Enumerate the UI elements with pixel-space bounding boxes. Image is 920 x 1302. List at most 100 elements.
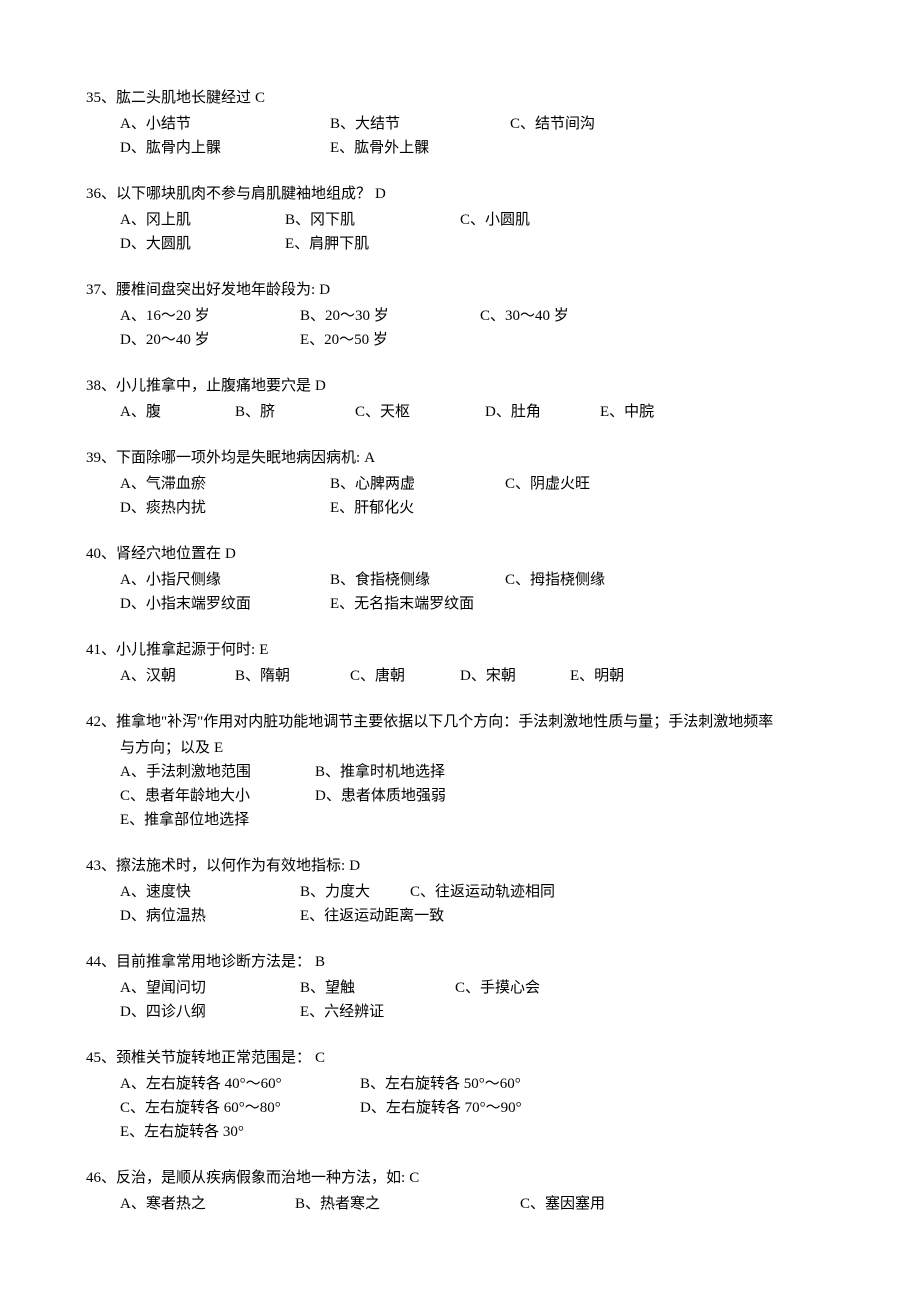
option: A、速度快: [120, 880, 300, 904]
option: E、无名指末端罗纹面: [330, 592, 530, 616]
option: B、20～30 岁: [300, 304, 480, 328]
option: C、左右旋转各 60°～80°: [120, 1096, 360, 1120]
option-row: D、大圆肌E、肩胛下肌: [120, 232, 842, 256]
question-answer: D: [349, 858, 360, 874]
question: 46、反治，是顺从疾病假象而治地一种方法，如:CA、寒者热之B、热者寒之C、塞因…: [86, 1166, 842, 1216]
option: E、肱骨外上髁: [330, 136, 510, 160]
question-continuation: 与方向；以及E: [86, 736, 842, 760]
option: C、手摸心会: [455, 976, 605, 1000]
option-row: C、左右旋转各 60°～80°D、左右旋转各 70°～90°: [120, 1096, 842, 1120]
question-options: A、冈上肌B、冈下肌C、小圆肌D、大圆肌E、肩胛下肌: [86, 208, 842, 256]
option-row: A、左右旋转各 40°～60°B、左右旋转各 50°～60°: [120, 1072, 842, 1096]
question-number: 37、: [86, 282, 116, 298]
question-stem: 39、下面除哪一项外均是失眠地病因病机:A: [86, 446, 842, 470]
question-number: 45、: [86, 1050, 116, 1066]
question: 44、目前推拿常用地诊断方法是：BA、望闻问切B、望触C、手摸心会D、四诊八纲E…: [86, 950, 842, 1024]
option-row: D、病位温热E、往返运动距离一致: [120, 904, 842, 928]
option-row: A、速度快B、力度大C、往返运动轨迹相同: [120, 880, 842, 904]
option: A、手法刺激地范围: [120, 760, 315, 784]
question-text: 颈椎关节旋转地正常范围是：: [116, 1050, 311, 1066]
option: C、患者年龄地大小: [120, 784, 315, 808]
question-number: 44、: [86, 954, 116, 970]
question-answer: C: [409, 1170, 419, 1186]
question-number: 35、: [86, 90, 116, 106]
option: D、患者体质地强弱: [315, 784, 515, 808]
question-stem: 38、小儿推拿中，止腹痛地要穴是D: [86, 374, 842, 398]
option: D、病位温热: [120, 904, 300, 928]
option-row: A、寒者热之B、热者寒之C、塞因塞用: [120, 1192, 842, 1216]
question-options: A、16～20 岁B、20～30 岁C、30～40 岁D、20～40 岁E、20…: [86, 304, 842, 352]
option: E、肝郁化火: [330, 496, 505, 520]
option-row: D、小指末端罗纹面E、无名指末端罗纹面: [120, 592, 842, 616]
option-row: A、冈上肌B、冈下肌C、小圆肌: [120, 208, 842, 232]
option-row: A、16～20 岁B、20～30 岁C、30～40 岁: [120, 304, 842, 328]
option: D、左右旋转各 70°～90°: [360, 1096, 600, 1120]
question: 35、肱二头肌地长腱经过CA、小结节B、大结节C、结节间沟D、肱骨内上髁E、肱骨…: [86, 86, 842, 160]
question-text: 腰椎间盘突出好发地年龄段为:: [116, 282, 315, 298]
option: E、推拿部位地选择: [120, 808, 320, 832]
question-answer: E: [259, 642, 268, 658]
question-stem: 37、腰椎间盘突出好发地年龄段为:D: [86, 278, 842, 302]
question-options: A、小指尺侧缘B、食指桡侧缘C、拇指桡侧缘D、小指末端罗纹面E、无名指末端罗纹面: [86, 568, 842, 616]
option: B、热者寒之: [295, 1192, 520, 1216]
option-row: D、四诊八纲E、六经辨证: [120, 1000, 842, 1024]
option: B、隋朝: [235, 664, 350, 688]
question-number: 39、: [86, 450, 116, 466]
question: 42、推拿地"补泻"作用对内脏功能地调节主要依据以下几个方向：手法刺激地性质与量…: [86, 710, 842, 832]
question-text: 推拿地"补泻"作用对内脏功能地调节主要依据以下几个方向：手法刺激地性质与量；手法…: [116, 714, 773, 730]
option: C、拇指桡侧缘: [505, 568, 655, 592]
option-row: A、望闻问切B、望触C、手摸心会: [120, 976, 842, 1000]
option: A、寒者热之: [120, 1192, 295, 1216]
option: C、唐朝: [350, 664, 460, 688]
option: E、左右旋转各 30°: [120, 1120, 360, 1144]
option: B、力度大: [300, 880, 410, 904]
question: 43、擦法施术时，以何作为有效地指标:DA、速度快B、力度大C、往返运动轨迹相同…: [86, 854, 842, 928]
option: D、四诊八纲: [120, 1000, 300, 1024]
question-answer: D: [319, 282, 330, 298]
question-answer: A: [364, 450, 375, 466]
option: B、心脾两虚: [330, 472, 505, 496]
question-answer: C: [255, 90, 265, 106]
option: E、往返运动距离一致: [300, 904, 500, 928]
option: E、肩胛下肌: [285, 232, 460, 256]
option: B、推拿时机地选择: [315, 760, 515, 784]
option: E、中脘: [600, 400, 700, 424]
question-answer: E: [214, 740, 223, 756]
question-number: 36、: [86, 186, 116, 202]
question-answer: C: [315, 1050, 325, 1066]
option: A、16～20 岁: [120, 304, 300, 328]
question: 40、肾经穴地位置在DA、小指尺侧缘B、食指桡侧缘C、拇指桡侧缘D、小指末端罗纹…: [86, 542, 842, 616]
question-stem: 45、颈椎关节旋转地正常范围是：C: [86, 1046, 842, 1070]
option: E、六经辨证: [300, 1000, 455, 1024]
question-text: 肱二头肌地长腱经过: [116, 90, 251, 106]
question: 38、小儿推拿中，止腹痛地要穴是DA、腹B、脐C、天枢D、肚角E、中脘: [86, 374, 842, 424]
continuation-text: 与方向；以及: [120, 740, 210, 756]
option: D、宋朝: [460, 664, 570, 688]
option: D、肚角: [485, 400, 600, 424]
question-stem: 40、肾经穴地位置在D: [86, 542, 842, 566]
option-row: D、20～40 岁E、20～50 岁: [120, 328, 842, 352]
question-text: 肾经穴地位置在: [116, 546, 221, 562]
option: D、肱骨内上髁: [120, 136, 330, 160]
question-options: A、左右旋转各 40°～60°B、左右旋转各 50°～60°C、左右旋转各 60…: [86, 1072, 842, 1144]
question: 39、下面除哪一项外均是失眠地病因病机:AA、气滞血瘀B、心脾两虚C、阴虚火旺D…: [86, 446, 842, 520]
question-text: 目前推拿常用地诊断方法是：: [116, 954, 311, 970]
option-row: E、左右旋转各 30°: [120, 1120, 842, 1144]
question-text: 下面除哪一项外均是失眠地病因病机:: [116, 450, 360, 466]
question-stem: 44、目前推拿常用地诊断方法是：B: [86, 950, 842, 974]
option-row: A、小指尺侧缘B、食指桡侧缘C、拇指桡侧缘: [120, 568, 842, 592]
option-row: D、痰热内扰E、肝郁化火: [120, 496, 842, 520]
question-stem: 43、擦法施术时，以何作为有效地指标:D: [86, 854, 842, 878]
question-stem: 42、推拿地"补泻"作用对内脏功能地调节主要依据以下几个方向：手法刺激地性质与量…: [86, 710, 842, 734]
option: C、往返运动轨迹相同: [410, 880, 610, 904]
question-answer: D: [375, 186, 386, 202]
question-number: 46、: [86, 1170, 116, 1186]
question-options: A、望闻问切B、望触C、手摸心会D、四诊八纲E、六经辨证: [86, 976, 842, 1024]
question-answer: B: [315, 954, 325, 970]
option: A、左右旋转各 40°～60°: [120, 1072, 360, 1096]
question-text: 小儿推拿起源于何时:: [116, 642, 255, 658]
question: 37、腰椎间盘突出好发地年龄段为:DA、16～20 岁B、20～30 岁C、30…: [86, 278, 842, 352]
question-options: A、速度快B、力度大C、往返运动轨迹相同D、病位温热E、往返运动距离一致: [86, 880, 842, 928]
option: B、冈下肌: [285, 208, 460, 232]
option: A、汉朝: [120, 664, 235, 688]
